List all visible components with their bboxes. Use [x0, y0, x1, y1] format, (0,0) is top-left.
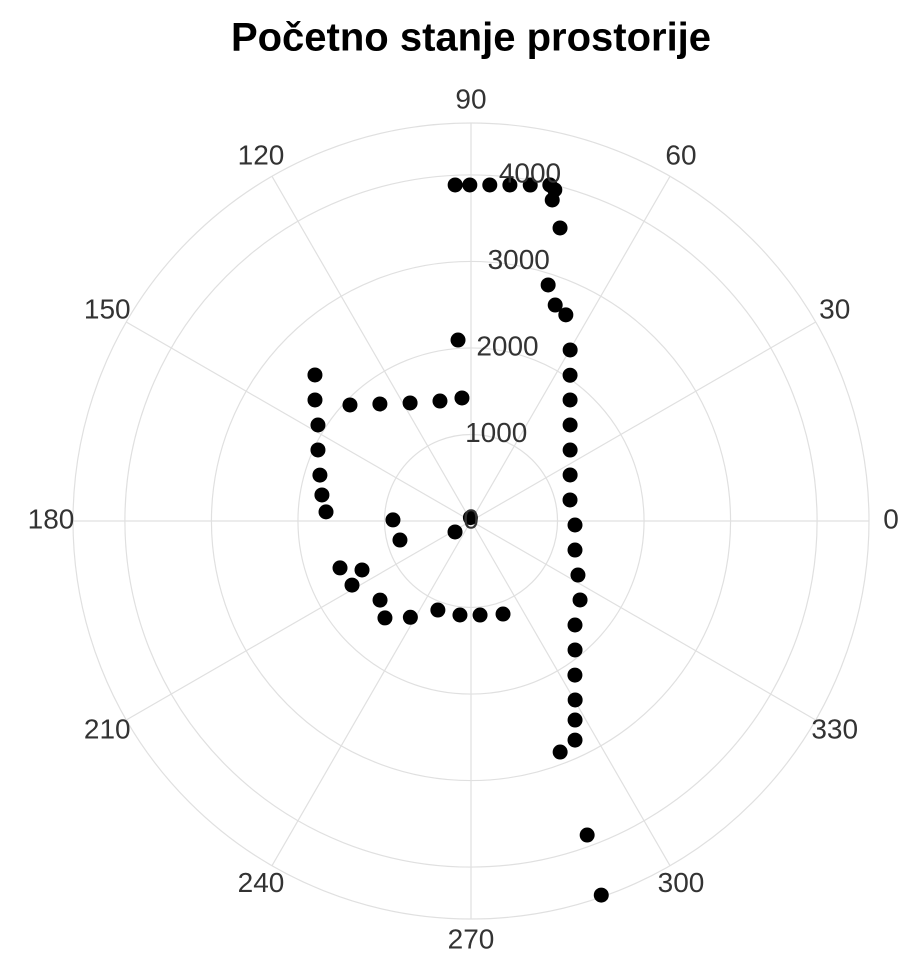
- r-tick-label: 2000: [476, 330, 538, 361]
- r-tick-label: 1000: [465, 417, 527, 448]
- point: [567, 542, 583, 558]
- theta-tick-label: 0: [883, 503, 898, 534]
- point: [402, 609, 418, 625]
- r-tick-label: 3000: [488, 244, 550, 275]
- point: [447, 524, 463, 540]
- theta-tick-label: 150: [84, 293, 131, 324]
- point: [307, 367, 323, 383]
- point: [307, 392, 323, 408]
- point: [562, 417, 578, 433]
- point: [558, 307, 574, 323]
- point: [482, 177, 498, 193]
- point: [562, 342, 578, 358]
- grid-spoke: [271, 520, 472, 866]
- point: [462, 177, 478, 193]
- point: [562, 442, 578, 458]
- point: [452, 607, 468, 623]
- point: [344, 577, 360, 593]
- point: [579, 827, 595, 843]
- point: [342, 397, 358, 413]
- theta-tick-label: 330: [811, 713, 858, 744]
- grid-spoke: [470, 321, 816, 522]
- grid-spoke: [271, 176, 472, 522]
- point: [432, 393, 448, 409]
- point: [522, 177, 538, 193]
- point: [552, 744, 568, 760]
- chart-title: Početno stanje prostorije: [231, 16, 711, 60]
- point: [310, 417, 326, 433]
- point: [372, 592, 388, 608]
- point: [544, 192, 560, 208]
- r-tick-label: 4000: [499, 157, 561, 188]
- point: [567, 642, 583, 658]
- point: [562, 392, 578, 408]
- point: [572, 592, 588, 608]
- point: [312, 467, 328, 483]
- theta-tick-label: 240: [238, 867, 285, 898]
- point: [567, 517, 583, 533]
- point: [502, 177, 518, 193]
- point: [450, 332, 466, 348]
- point: [540, 277, 556, 293]
- point: [472, 607, 488, 623]
- theta-tick-label: 60: [665, 140, 696, 171]
- point: [567, 732, 583, 748]
- point: [354, 562, 370, 578]
- point: [462, 510, 478, 526]
- point: [593, 887, 609, 903]
- point: [562, 367, 578, 383]
- theta-tick-label: 90: [455, 83, 486, 114]
- point: [310, 442, 326, 458]
- grid-spoke: [470, 520, 816, 721]
- point: [562, 492, 578, 508]
- point: [385, 512, 401, 528]
- grid-spoke: [470, 520, 671, 866]
- r-tick-label: 0: [463, 503, 479, 534]
- point: [372, 396, 388, 412]
- point: [318, 504, 334, 520]
- grid-spoke: [126, 520, 472, 721]
- point: [377, 610, 393, 626]
- point: [570, 567, 586, 583]
- point: [567, 617, 583, 633]
- point: [402, 395, 418, 411]
- point: [567, 692, 583, 708]
- point: [332, 560, 348, 576]
- theta-tick-label: 120: [238, 140, 285, 171]
- point: [314, 487, 330, 503]
- point: [454, 390, 470, 406]
- theta-tick-label: 30: [819, 293, 850, 324]
- point: [562, 467, 578, 483]
- point: [430, 602, 446, 618]
- theta-tick-label: 210: [84, 713, 131, 744]
- point: [567, 667, 583, 683]
- point: [495, 606, 511, 622]
- point: [392, 532, 408, 548]
- theta-tick-label: 270: [448, 923, 495, 954]
- point: [447, 177, 463, 193]
- theta-tick-label: 300: [658, 867, 705, 898]
- theta-tick-label: 180: [28, 503, 75, 534]
- point: [567, 712, 583, 728]
- point: [547, 297, 563, 313]
- point: [552, 220, 568, 236]
- grid-spoke: [126, 321, 472, 522]
